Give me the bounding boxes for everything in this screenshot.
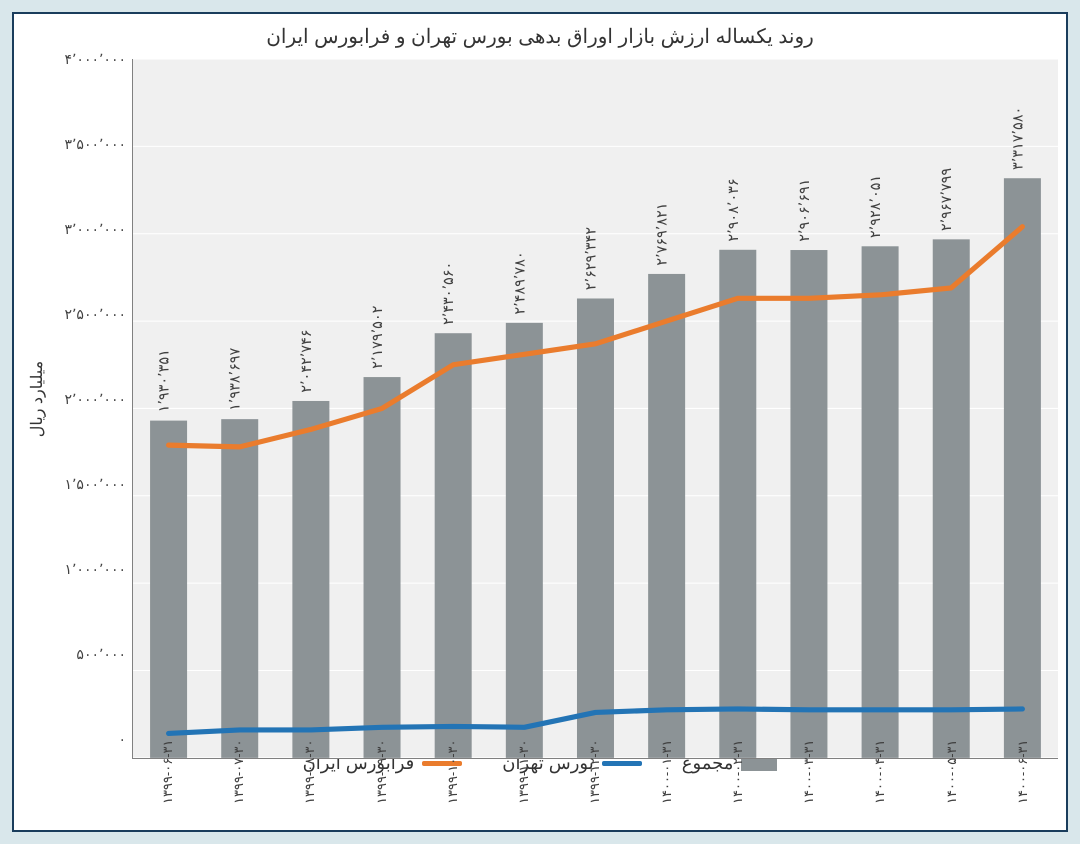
bar-value-label: ۱٬۹۳۸٬۶۹۷ [228,347,244,410]
bar [1004,178,1041,758]
bar [719,250,756,758]
chart-title: روند یکساله ارزش بازار اوراق بدهی بورس ت… [22,24,1058,49]
bar [577,298,614,757]
chart-body: میلیارد ریال ۴٬۰۰۰٬۰۰۰۳٬۵۰۰٬۰۰۰۳٬۰۰۰٬۰۰۰… [22,59,1058,739]
bar-value-label: ۲٬۶۲۹٬۳۴۲ [583,227,599,290]
plot-area: ۱٬۹۳۰٬۳۵۱ ۱٬۹۳۸٬۶۹۷ ۲٬۰۴۲٬۷۴۶ ۲٬۱۷۹٬۵۰۲ ۲٬۴۳… [132,59,1058,739]
x-tick-label: ۱۴۰۰-۰۲-۳۱ [702,739,773,819]
bar-value-label: ۲٬۹۲۸٬۰۵۱ [868,175,884,238]
x-tick-label: ۱۳۹۹-۰۷-۳۰ [203,739,274,819]
bar [648,274,685,758]
x-tick-label: ۱۳۹۹-۰۹-۳۰ [346,739,417,819]
bar-value-label: ۲٬۴۸۹٬۷۸۰ [512,251,528,314]
bar-value-label: ۲٬۰۴۲٬۷۴۶ [299,330,315,393]
bar [292,401,329,758]
x-tick-label: ۱۳۹۹-۱۰-۳۰ [417,739,488,819]
x-tick-label: ۱۳۹۹-۰۶-۳۱ [132,739,203,819]
bar [435,333,472,758]
bar-value-label: ۲٬۷۶۹٬۸۲۱ [655,203,671,266]
bar-value-label: ۳٬۳۱۷٬۵۸۰ [1010,107,1026,170]
x-tick-label: ۱۴۰۰-۰۱-۳۱ [631,739,702,819]
x-axis-labels: ۱۳۹۹-۰۶-۳۱۱۳۹۹-۰۷-۳۰۱۳۹۹-۰۸-۳۰۱۳۹۹-۰۹-۳۰… [132,739,1058,819]
x-tick-label: ۱۳۹۹-۱۱-۳۰ [488,739,559,819]
bar-value-label: ۲٬۹۶۷٬۷۹۹ [939,168,955,231]
bar-value-label: ۲٬۹۰۸٬۰۳۶ [726,178,742,241]
y-axis-label: میلیارد ریال [27,361,47,437]
y-axis: ۴٬۰۰۰٬۰۰۰۳٬۵۰۰٬۰۰۰۳٬۰۰۰٬۰۰۰۲٬۵۰۰٬۰۰۰۲٬۰۰… [52,59,132,739]
bar-value-label: ۲٬۹۰۶٬۶۹۱ [797,179,813,242]
bar [862,246,899,758]
bar [790,250,827,758]
x-tick-label: ۱۴۰۰-۰۵-۳۱ [916,739,987,819]
bar [221,419,258,758]
bar [150,421,187,758]
bar-value-label: ۱٬۹۳۰٬۳۵۱ [157,349,173,412]
x-tick-label: ۱۴۰۰-۰۶-۳۱ [987,739,1058,819]
y-label-wrap: میلیارد ریال [22,59,52,739]
bar [364,377,401,758]
bar [506,323,543,758]
x-tick-label: ۱۴۰۰-۰۳-۳۱ [773,739,844,819]
x-tick-label: ۱۳۹۹-۰۸-۳۰ [274,739,345,819]
x-tick-label: ۱۴۰۰-۰۴-۳۱ [844,739,915,819]
plot-svg: ۱٬۹۳۰٬۳۵۱ ۱٬۹۳۸٬۶۹۷ ۲٬۰۴۲٬۷۴۶ ۲٬۱۷۹٬۵۰۲ ۲٬۴۳… [132,59,1058,759]
bar-value-label: ۲٬۱۷۹٬۵۰۲ [370,306,386,369]
chart-frame: روند یکساله ارزش بازار اوراق بدهی بورس ت… [12,12,1068,832]
bar [933,239,970,758]
bar-value-label: ۲٬۴۳۰٬۵۶۰ [441,262,457,325]
x-tick-label: ۱۳۹۹-۱۲-۳۰ [559,739,630,819]
